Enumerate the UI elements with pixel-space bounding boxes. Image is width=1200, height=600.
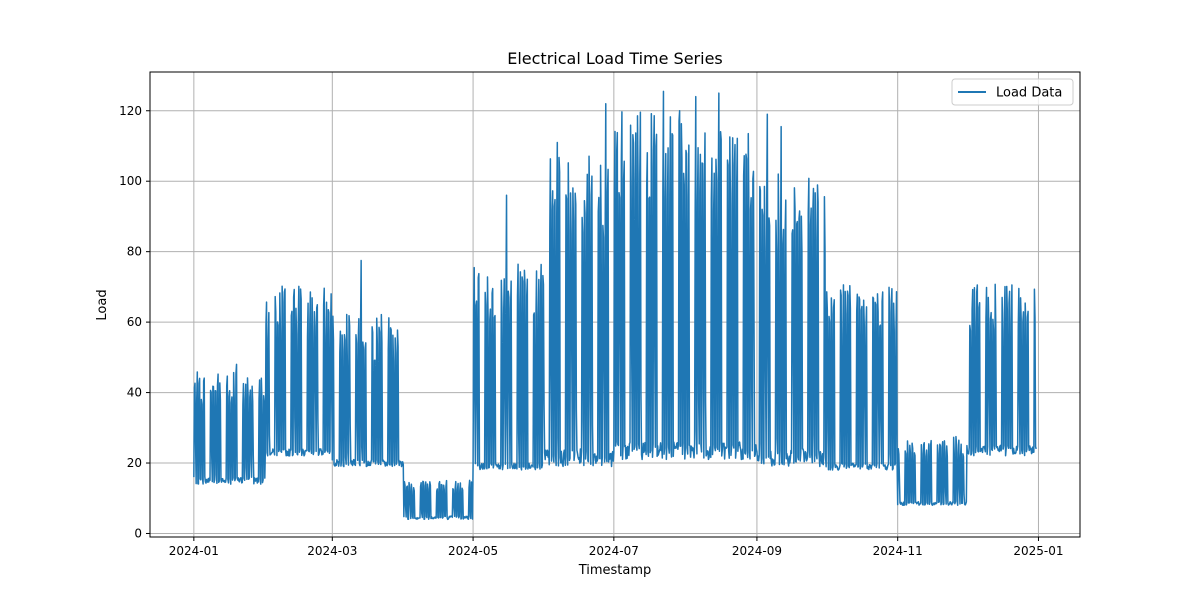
x-tick-label: 2024-05 bbox=[448, 544, 498, 558]
y-tick-label: 40 bbox=[127, 386, 142, 400]
legend: Load Data bbox=[951, 78, 1074, 106]
x-tick-label: 2024-07 bbox=[589, 544, 639, 558]
y-tick-label: 0 bbox=[134, 526, 142, 540]
chart-title: Electrical Load Time Series bbox=[507, 49, 723, 68]
legend-entry-load-data: Load Data bbox=[996, 86, 1062, 101]
x-tick-label: 2024-03 bbox=[307, 544, 357, 558]
legend-box bbox=[951, 78, 1074, 106]
x-axis-label: Timestamp bbox=[578, 563, 652, 578]
y-axis-label: Load bbox=[95, 289, 110, 320]
x-axis-ticks: 2024-01 2024-03 2024-05 2024-07 2024-09 2024-… bbox=[169, 537, 1064, 558]
x-tick-label: 2024-01 bbox=[169, 544, 219, 558]
y-tick-label: 20 bbox=[127, 456, 142, 470]
y-tick-label: 60 bbox=[127, 315, 142, 329]
y-axis-ticks: 0 20 40 60 80 100 120 bbox=[119, 104, 150, 540]
y-tick-label: 80 bbox=[127, 245, 142, 259]
x-tick-label: 2025-01 bbox=[1013, 544, 1063, 558]
x-tick-label: 2024-11 bbox=[873, 544, 923, 558]
series-layer bbox=[193, 90, 1037, 521]
y-tick-label: 100 bbox=[119, 174, 142, 188]
x-tick-label: 2024-09 bbox=[732, 544, 782, 558]
load-data-series-line bbox=[193, 90, 1037, 521]
y-tick-label: 120 bbox=[119, 104, 142, 118]
plot-frame bbox=[149, 71, 1081, 538]
